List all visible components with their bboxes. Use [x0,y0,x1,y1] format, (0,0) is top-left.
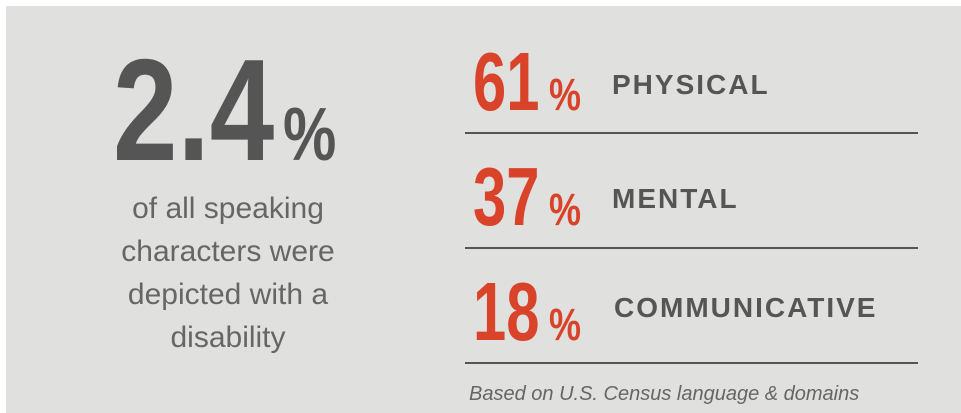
description-line: characters were [121,235,334,268]
footnote: Based on U.S. Census language & domains [469,383,859,405]
description-line: of all speaking [132,192,324,225]
description-line: depicted with a [128,278,328,311]
item-label: MENTAL [612,183,739,214]
item-value: 61 [473,37,539,129]
item-value: 18 [473,267,539,359]
breakdown: 61% PHYSICAL 37% MENTAL 18% COMMUNICATIVE [465,37,918,364]
item-label: PHYSICAL [612,69,770,100]
headline-description: of all speaking characters were depicted w… [121,192,334,354]
headline-value: 2.4 [113,29,274,191]
background [6,6,961,413]
item-unit: % [549,299,581,350]
item-unit: % [549,69,581,120]
description-line: disability [170,321,285,354]
item-unit: % [549,184,581,235]
item-value: 37 [473,152,539,244]
item-label: COMMUNICATIVE [614,292,877,323]
headline-unit: % [283,94,336,177]
